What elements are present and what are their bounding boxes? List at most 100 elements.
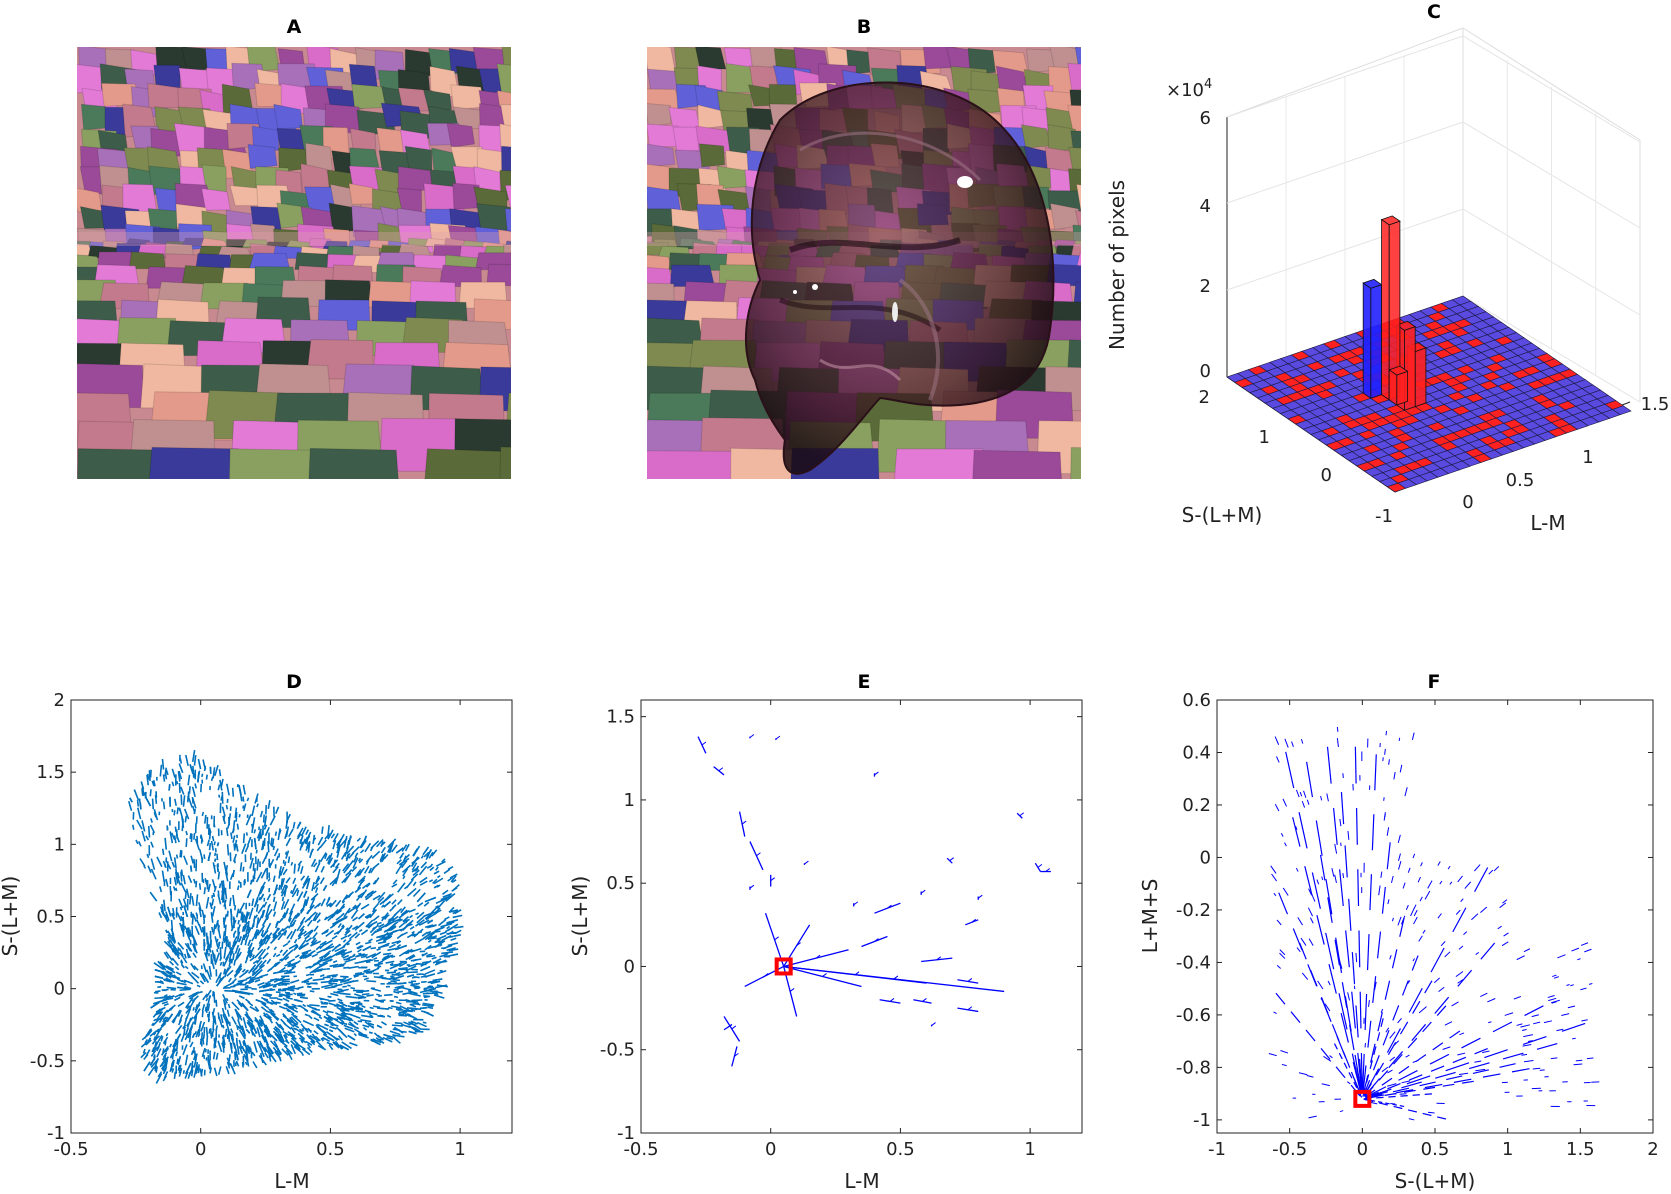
quiver-arrow [186, 927, 190, 932]
quiver-arrow [1360, 1052, 1363, 1090]
quiver-arrow [139, 858, 146, 867]
quiver-arrow [173, 945, 177, 952]
quiver-arrow-head [887, 904, 892, 909]
quiver-arrow [1328, 964, 1337, 994]
quiver-arrow [287, 1031, 296, 1038]
quiver-arrow [1457, 979, 1464, 984]
quiver-arrow [275, 806, 280, 815]
quiver-arrow [327, 852, 333, 865]
quiver-arrow [177, 942, 185, 950]
quiver-arrow [1464, 881, 1472, 889]
quiver-arrow [297, 827, 304, 838]
quiver-arrow [413, 986, 420, 990]
quiver-arrow [441, 858, 446, 863]
quiver-arrow [1338, 1052, 1343, 1060]
quiver-arrow [343, 966, 350, 969]
quiver-arrow [429, 863, 434, 868]
scene-tile [893, 448, 985, 479]
quiver-arrow [336, 1003, 344, 1008]
quiver-arrow [354, 926, 359, 931]
quiver-arrow [347, 907, 356, 914]
quiver-arrow [147, 1029, 153, 1036]
quiver-arrow [191, 895, 195, 906]
quiver-arrow [220, 892, 224, 901]
quiver-arrow [313, 903, 320, 909]
quiver-arrow [401, 909, 408, 916]
quiver-arrow [172, 1019, 176, 1024]
quiver-arrow [314, 887, 319, 893]
quiver-arrow [242, 796, 245, 802]
quiver-arrow [328, 1044, 334, 1051]
quiver-arrow [397, 918, 403, 923]
quiver-arrow [237, 1025, 241, 1030]
quiver-arrow [296, 921, 304, 932]
quiver-arrow [189, 992, 199, 1000]
quiver-arrow [173, 835, 177, 844]
panel-c-x-tick-1: 1 [1582, 447, 1593, 468]
quiver-arrow [358, 913, 365, 920]
quiver-arrow [254, 948, 264, 959]
quiver-arrow [248, 946, 255, 957]
quiver-arrow [186, 1008, 192, 1018]
quiver-arrow [1588, 983, 1593, 985]
quiver-arrow [354, 993, 366, 999]
quiver-arrow [253, 837, 257, 850]
quiver-arrow [1437, 913, 1442, 919]
quiver-arrow [216, 948, 219, 953]
quiver-arrow [171, 912, 176, 920]
quiver-arrow [390, 844, 398, 853]
quiver-arrow [260, 868, 268, 879]
quiver-arrow [373, 877, 380, 885]
quiver-arrow [1392, 1040, 1400, 1047]
quiver-arrow [1447, 865, 1451, 870]
quiver-arrow [1305, 1029, 1316, 1042]
quiver-arrow [220, 1014, 224, 1024]
quiver-arrow [229, 1062, 236, 1075]
quiver-arrow [348, 965, 359, 970]
quiver-arrow [169, 1043, 173, 1048]
quiver-arrow [198, 902, 202, 912]
quiver-arrow [1273, 1011, 1277, 1014]
quiver-arrow [410, 1020, 419, 1025]
quiver-arrow [296, 992, 303, 995]
quiver-arrow [1474, 1048, 1488, 1055]
quiver-arrow [310, 858, 317, 867]
quiver-arrow [231, 978, 237, 984]
quiver-arrow [155, 1009, 161, 1013]
quiver-arrow [341, 894, 349, 903]
scene-tile [647, 254, 672, 272]
quiver-arrow [251, 954, 256, 958]
quiver-arrow [1384, 980, 1391, 1000]
quiver-arrow [414, 937, 425, 945]
quiver-arrow [1402, 882, 1406, 889]
quiver-arrow [320, 1025, 329, 1031]
quiver-arrow [1351, 991, 1356, 1029]
quiver-arrow [361, 958, 372, 963]
quiver-arrow [152, 780, 156, 787]
panel-f-quiver [1268, 726, 1600, 1121]
y-tick-label: -1 [47, 1123, 65, 1144]
quiver-arrow [291, 922, 296, 927]
quiver-arrow [423, 851, 430, 858]
quiver-arrow [171, 944, 176, 952]
quiver-arrow [313, 1017, 320, 1022]
quiver-arrow [1398, 861, 1402, 870]
quiver-arrow [165, 878, 169, 887]
quiver-arrow [1511, 1068, 1530, 1073]
quiver-arrow [388, 1006, 393, 1010]
quiver-arrow [264, 851, 269, 859]
quiver-arrow [290, 890, 293, 894]
quiver-arrow [438, 940, 444, 944]
quiver-arrow [1513, 996, 1521, 1000]
quiver-arrow [1460, 898, 1464, 902]
quiver-arrow [400, 860, 408, 869]
quiver-arrow [1405, 1054, 1410, 1058]
quiver-arrow [201, 1010, 204, 1018]
quiver-arrow [146, 1037, 152, 1045]
quiver-arrow [184, 953, 187, 959]
quiver-arrow [387, 947, 398, 952]
quiver-arrow [1303, 790, 1307, 798]
quiver-arrow [353, 1001, 363, 1005]
quiver-arrow [420, 975, 427, 978]
quiver-arrow [290, 979, 300, 984]
